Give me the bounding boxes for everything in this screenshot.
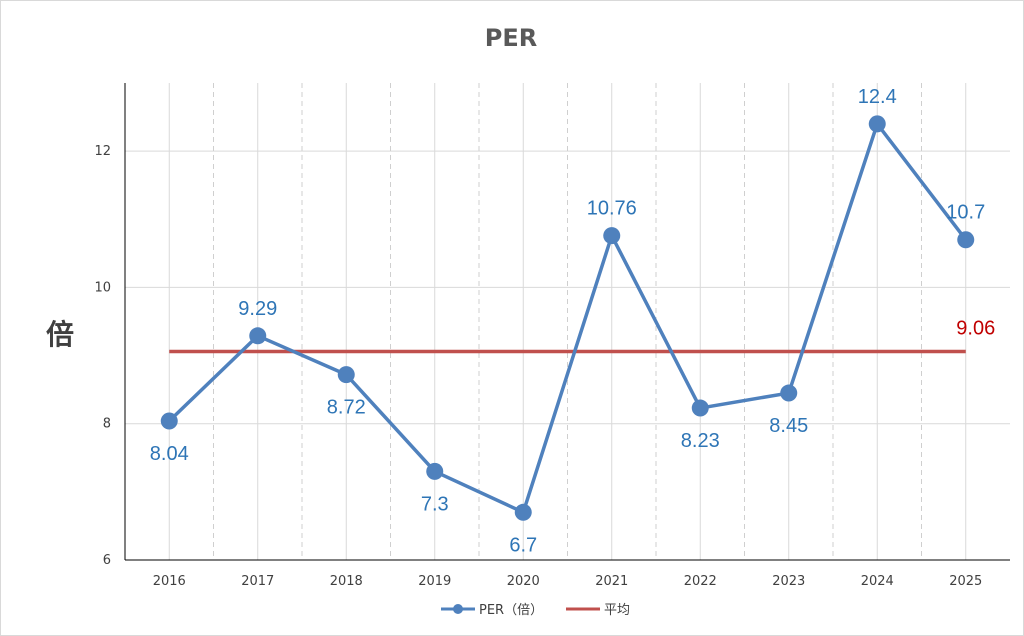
data-labels: 8.04 9.29 8.72 7.3 6.7 10.76 8.23 8.45 12.4 10.7 [150, 86, 985, 556]
per-point [603, 227, 621, 245]
per-data-label: 8.04 [150, 443, 189, 465]
per-point [691, 399, 709, 417]
chart-title: PER [485, 24, 537, 52]
axes [124, 83, 1010, 561]
x-tick-label: 2023 [772, 574, 805, 589]
x-axis-ticks: 2016 2017 2018 2019 2020 2021 2022 2023 2024 2025 [153, 574, 983, 589]
legend-per-marker [453, 604, 463, 614]
per-point [957, 231, 975, 249]
legend-per-label: PER（倍） [479, 603, 543, 618]
per-data-label: 8.45 [769, 415, 808, 437]
per-data-label: 8.23 [681, 430, 720, 452]
x-tick-label: 2024 [861, 574, 894, 589]
x-tick-label: 2022 [684, 574, 717, 589]
per-series [160, 115, 975, 521]
per-point [514, 503, 532, 521]
y-tick-label: 10 [94, 280, 111, 295]
per-point [780, 384, 798, 402]
per-data-label: 7.3 [421, 493, 449, 515]
per-data-label: 9.29 [238, 298, 277, 320]
x-tick-label: 2025 [949, 574, 982, 589]
per-data-label: 10.76 [587, 198, 637, 220]
y-axis-label: 倍 [46, 318, 74, 351]
per-point [249, 327, 267, 345]
x-tick-label: 2021 [595, 574, 628, 589]
y-tick-label: 8 [103, 417, 111, 432]
legend: PER（倍） 平均 [441, 603, 630, 618]
per-data-label: 10.7 [946, 202, 985, 224]
y-axis-ticks: 6 8 10 12 [94, 144, 111, 568]
per-point [426, 462, 444, 480]
y-tick-label: 6 [103, 553, 111, 568]
y-tick-label: 12 [94, 144, 111, 159]
per-line [168, 122, 968, 515]
x-tick-label: 2019 [418, 574, 451, 589]
legend-average-label: 平均 [604, 603, 630, 618]
per-point [337, 366, 355, 384]
per-data-label: 6.7 [509, 534, 537, 556]
x-tick-label: 2017 [241, 574, 274, 589]
per-point [160, 412, 178, 430]
per-data-label: 8.72 [327, 397, 366, 419]
x-tick-label: 2016 [153, 574, 186, 589]
average-series: 9.06 [169, 317, 995, 354]
per-point [868, 115, 886, 133]
x-tick-label: 2018 [330, 574, 363, 589]
average-data-label: 9.06 [956, 317, 995, 339]
gridlines [125, 83, 1010, 560]
per-data-label: 12.4 [858, 86, 897, 108]
x-tick-label: 2020 [507, 574, 540, 589]
